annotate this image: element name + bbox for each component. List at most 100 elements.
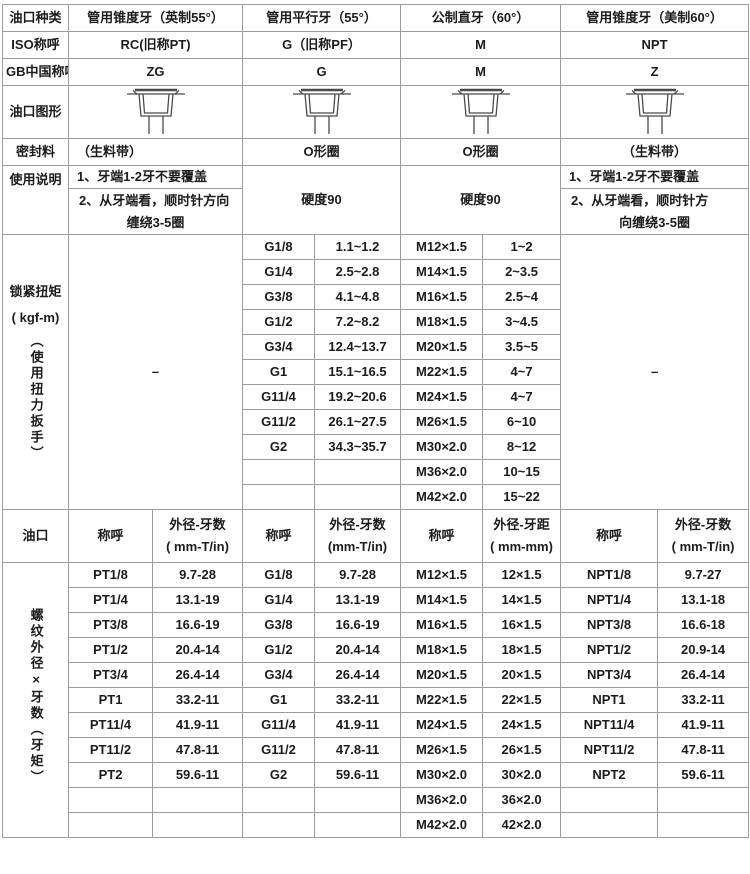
npt-name-cell: NPT1/8 xyxy=(560,562,659,589)
pt-value-cell: 59.6-11 xyxy=(151,762,244,789)
torque-g-size-cell: G1/8 xyxy=(242,234,316,261)
torque-m-value-cell: 4~7 xyxy=(482,359,562,386)
torque-label-unit: ( kgf-m) xyxy=(11,310,60,326)
torque-g-value-cell: 2.5~2.8 xyxy=(314,259,402,286)
pt-value-cell: 41.9-11 xyxy=(151,712,244,739)
torque-g-value-cell: 34.3~35.7 xyxy=(314,434,402,461)
usage-npt-line2: 2、从牙端看，顺时针方 xyxy=(571,192,709,208)
torque-g-size-cell: G1/4 xyxy=(242,259,316,286)
row-ports-5: PT3/4 26.4-14 G3/4 26.4-14 M20×1.5 20×1.… xyxy=(3,662,750,689)
torque-m-size-cell: M36×2.0 xyxy=(400,459,484,486)
npt-name-cell: NPT1 xyxy=(560,687,659,714)
port-diagram-g-cell xyxy=(242,85,402,139)
row-torque-4: G1/2 7.2~8.2 M18×1.5 3~4.5 xyxy=(3,309,749,336)
row-seal-material: 密封料 （生料带） O形圈 O形圈 （生料带） xyxy=(2,138,750,166)
usage-pt-line3: 缠绕3-5圈 xyxy=(126,214,185,230)
row-gb-name: GB中国称呼 ZG G M Z xyxy=(2,58,750,86)
torque-m-value-cell: 3.5~5 xyxy=(482,334,562,361)
npt-name-cell xyxy=(560,812,659,839)
seal-material-npt-cell: （生料带） xyxy=(560,138,750,166)
torque-m-value-cell: 3~4.5 xyxy=(482,309,562,336)
seal-material-label: 密封料 xyxy=(2,138,69,166)
pt-value-cell: 16.6-19 xyxy=(151,612,244,639)
torque-m-value-cell: 2.5~4 xyxy=(482,284,562,311)
ports-header-m-name: 称呼 xyxy=(400,509,484,564)
torque-m-size-cell: M18×1.5 xyxy=(400,309,484,336)
row-torque-7: G11/4 19.2~20.6 M24×1.5 4~7 xyxy=(3,384,749,411)
torque-g-size-cell xyxy=(242,459,316,486)
g-value-cell xyxy=(314,812,402,839)
row-usage-2: 2、从牙端看，顺时针方向 缠绕3-5圈 2、从牙端看，顺时针方 向缠绕3-5圈 xyxy=(3,188,750,236)
torque-label-cell: 锁紧扭矩 ( kgf-m) （使用扭力扳手） xyxy=(2,234,69,511)
gb-name-pt-cell: ZG xyxy=(67,58,244,86)
g-name-cell: G1/8 xyxy=(242,562,316,589)
pt-name-cell: PT1/2 xyxy=(68,637,153,664)
torque-g-value-cell xyxy=(314,484,402,511)
g-spec-unit: (mm-T/in) xyxy=(327,539,388,555)
torque-m-value-cell: 15~22 xyxy=(482,484,562,511)
npt-name-cell: NPT3/4 xyxy=(560,662,659,689)
g-spec-title: 外径-牙数 xyxy=(329,517,386,533)
g-value-cell: 16.6-19 xyxy=(314,612,402,639)
torque-m-size-cell: M14×1.5 xyxy=(400,259,484,286)
row-torque-2: G1/4 2.5~2.8 M14×1.5 2~3.5 xyxy=(3,259,749,286)
row-port-type: 油口种类 管用锥度牙（英制55°） 管用平行牙（55°） 公制直牙（60°） 管… xyxy=(2,4,750,32)
npt-spec-unit: ( mm-T/in) xyxy=(671,539,735,555)
npt-name-cell: NPT2 xyxy=(560,762,659,789)
npt-spec-title: 外径-牙数 xyxy=(674,517,732,533)
npt-name-cell: NPT1/4 xyxy=(560,587,659,614)
row-ports-2: PT1/4 13.1-19 G1/4 13.1-19 M14×1.5 14×1.… xyxy=(3,587,750,614)
m-name-cell: M24×1.5 xyxy=(400,712,484,739)
pt-spec-title: 外径-牙数 xyxy=(169,517,226,533)
npt-value-cell xyxy=(657,812,750,839)
port-diagram-pt-cell xyxy=(67,85,244,139)
torque-m-value-cell: 1~2 xyxy=(482,234,562,261)
npt-value-cell: 16.6-18 xyxy=(657,612,750,639)
usage-g-cell: 硬度90 xyxy=(242,164,402,236)
torque-m-size-cell: M24×1.5 xyxy=(400,384,484,411)
row-ports-header: 油口 称呼 外径-牙数 ( mm-T/in) 称呼 外径-牙数 (mm-T/in… xyxy=(2,509,750,564)
pt-name-cell xyxy=(68,812,153,839)
pt-value-cell xyxy=(151,787,244,814)
torque-npt-cell: – xyxy=(560,234,750,511)
g-name-cell: G1/2 xyxy=(242,637,316,664)
npt-value-cell: 47.8-11 xyxy=(657,737,750,764)
g-name-cell: G3/8 xyxy=(242,612,316,639)
m-name-cell: M12×1.5 xyxy=(400,562,484,589)
m-name-cell: M14×1.5 xyxy=(400,587,484,614)
torque-m-size-cell: M42×2.0 xyxy=(400,484,484,511)
npt-value-cell: 33.2-11 xyxy=(657,687,750,714)
iso-name-npt-cell: NPT xyxy=(560,31,750,59)
m-spec-unit: ( mm-mm) xyxy=(490,539,553,555)
pt-name-cell xyxy=(68,787,153,814)
torque-g-value-cell: 1.1~1.2 xyxy=(314,234,402,261)
torque-g-size-cell: G11/2 xyxy=(242,409,316,436)
torque-m-size-cell: M20×1.5 xyxy=(400,334,484,361)
torque-g-size-cell: G1/2 xyxy=(242,309,316,336)
port-diagram-m-cell xyxy=(400,85,562,139)
m-value-cell: 20×1.5 xyxy=(482,662,562,689)
g-name-cell: G1 xyxy=(242,687,316,714)
g-name-cell: G1/4 xyxy=(242,587,316,614)
g-value-cell: 33.2-11 xyxy=(314,687,402,714)
usage-pt-line23-cell: 2、从牙端看，顺时针方向 缠绕3-5圈 xyxy=(67,188,244,236)
ports-header-g-name: 称呼 xyxy=(242,509,316,564)
torque-m-value-cell: 6~10 xyxy=(482,409,562,436)
m-value-cell: 22×1.5 xyxy=(482,687,562,714)
ports-header-g-spec: 外径-牙数 (mm-T/in) xyxy=(314,509,402,564)
m-name-cell: M30×2.0 xyxy=(400,762,484,789)
thread-spec-table: 油口种类 管用锥度牙（英制55°） 管用平行牙（55°） 公制直牙（60°） 管… xyxy=(2,4,750,839)
row-ports-9: PT2 59.6-11 G2 59.6-11 M30×2.0 30×2.0 NP… xyxy=(3,762,750,789)
iso-name-label: ISO称呼 xyxy=(2,31,69,59)
pt-value-cell: 33.2-11 xyxy=(151,687,244,714)
g-value-cell: 20.4-14 xyxy=(314,637,402,664)
usage-npt-line3: 向缠绕3-5圈 xyxy=(619,214,690,230)
g-value-cell: 59.6-11 xyxy=(314,762,402,789)
ports-header-npt-name: 称呼 xyxy=(560,509,659,564)
ports-header-label: 油口 xyxy=(2,509,69,564)
npt-name-cell: NPT11/2 xyxy=(560,737,659,764)
m-value-cell: 16×1.5 xyxy=(482,612,562,639)
torque-label-note: （使用扭力扳手） xyxy=(28,334,44,463)
npt-value-cell: 41.9-11 xyxy=(657,712,750,739)
g-value-cell xyxy=(314,787,402,814)
